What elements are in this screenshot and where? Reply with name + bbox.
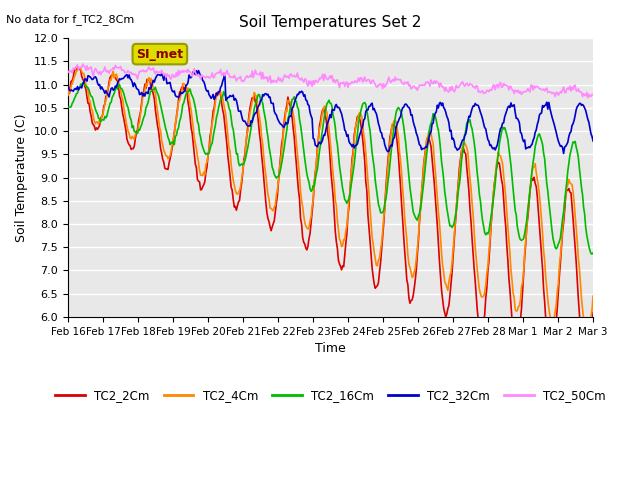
X-axis label: Time: Time [315, 342, 346, 355]
Y-axis label: Soil Temperature (C): Soil Temperature (C) [15, 113, 28, 242]
Text: No data for f_TC2_8Cm: No data for f_TC2_8Cm [6, 14, 134, 25]
Legend: TC2_2Cm, TC2_4Cm, TC2_16Cm, TC2_32Cm, TC2_50Cm: TC2_2Cm, TC2_4Cm, TC2_16Cm, TC2_32Cm, TC… [51, 384, 611, 407]
Title: Soil Temperatures Set 2: Soil Temperatures Set 2 [239, 15, 422, 30]
Text: SI_met: SI_met [136, 48, 184, 60]
